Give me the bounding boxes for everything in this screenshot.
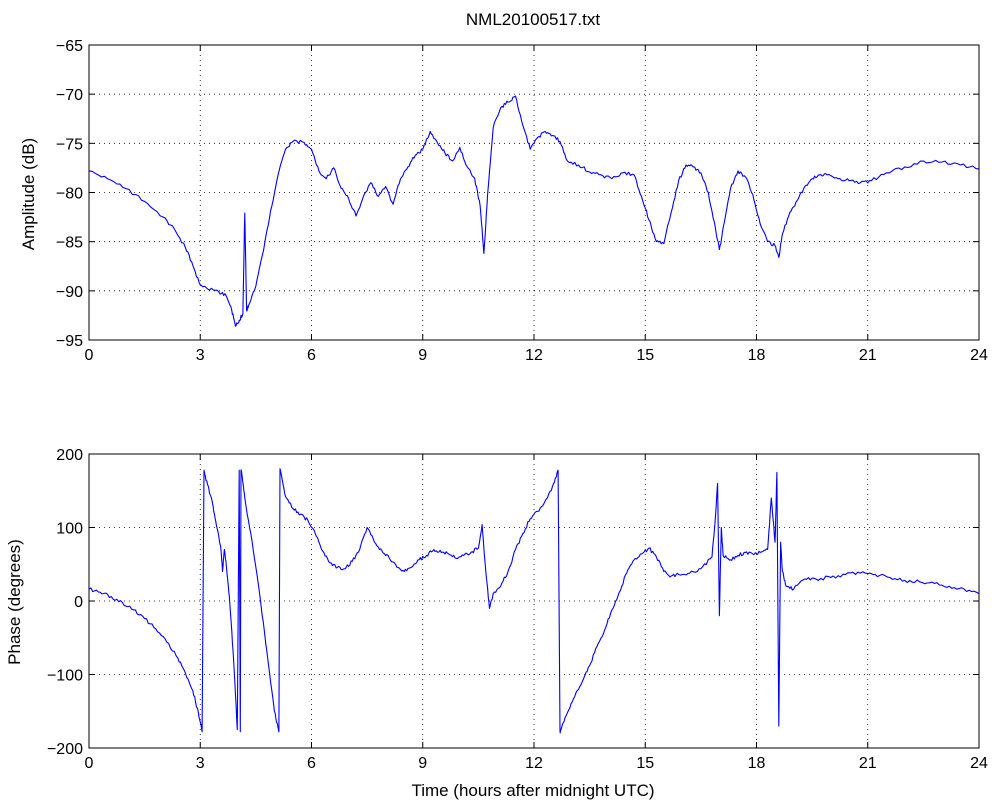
- x-tick-label: 24: [970, 347, 988, 364]
- x-tick-label: 12: [525, 347, 543, 364]
- x-tick-label: 0: [85, 347, 94, 364]
- x-tick-label: 18: [748, 347, 766, 364]
- x-tick-label: 3: [196, 347, 205, 364]
- x-tick-label: 0: [85, 755, 94, 772]
- amplitude-ylabel: Amplitude (dB): [19, 138, 38, 250]
- x-tick-label: 18: [748, 755, 766, 772]
- y-tick-label: −200: [47, 741, 83, 758]
- x-tick-label: 15: [636, 755, 654, 772]
- x-tick-label: 6: [307, 755, 316, 772]
- y-tick-label: 0: [74, 594, 83, 611]
- x-tick-label: 24: [970, 755, 988, 772]
- time-xlabel: Time (hours after midnight UTC): [411, 781, 654, 800]
- x-tick-label: 15: [636, 347, 654, 364]
- y-tick-label: 200: [56, 447, 83, 464]
- x-tick-label: 9: [418, 347, 427, 364]
- y-tick-label: −65: [56, 38, 83, 55]
- y-tick-label: −85: [56, 235, 83, 252]
- x-tick-label: 6: [307, 347, 316, 364]
- x-tick-label: 3: [196, 755, 205, 772]
- y-tick-label: −75: [56, 136, 83, 153]
- chart-title: NML20100517.txt: [466, 10, 600, 29]
- x-tick-label: 9: [418, 755, 427, 772]
- y-tick-label: 100: [56, 521, 83, 538]
- phase-axes: 0 3 6 9 12 15 18 21 24 −200 −100 0 100 200: [47, 447, 988, 772]
- y-tick-label: −100: [47, 668, 83, 685]
- y-tick-label: −80: [56, 186, 83, 203]
- series-line: [88, 95, 980, 327]
- y-tick-label: −70: [56, 87, 83, 104]
- phase-ylabel: Phase (degrees): [5, 539, 24, 665]
- amplitude-axes: 0 3 6 9 12 15 18 21 24 −95 −90 −85 −80 −75 −70 −65: [56, 38, 988, 364]
- y-tick-label: −95: [56, 333, 83, 350]
- x-tick-label: 21: [859, 755, 877, 772]
- series-line: [88, 468, 980, 734]
- x-tick-label: 21: [859, 347, 877, 364]
- x-tick-label: 12: [525, 755, 543, 772]
- y-tick-label: −90: [56, 284, 83, 301]
